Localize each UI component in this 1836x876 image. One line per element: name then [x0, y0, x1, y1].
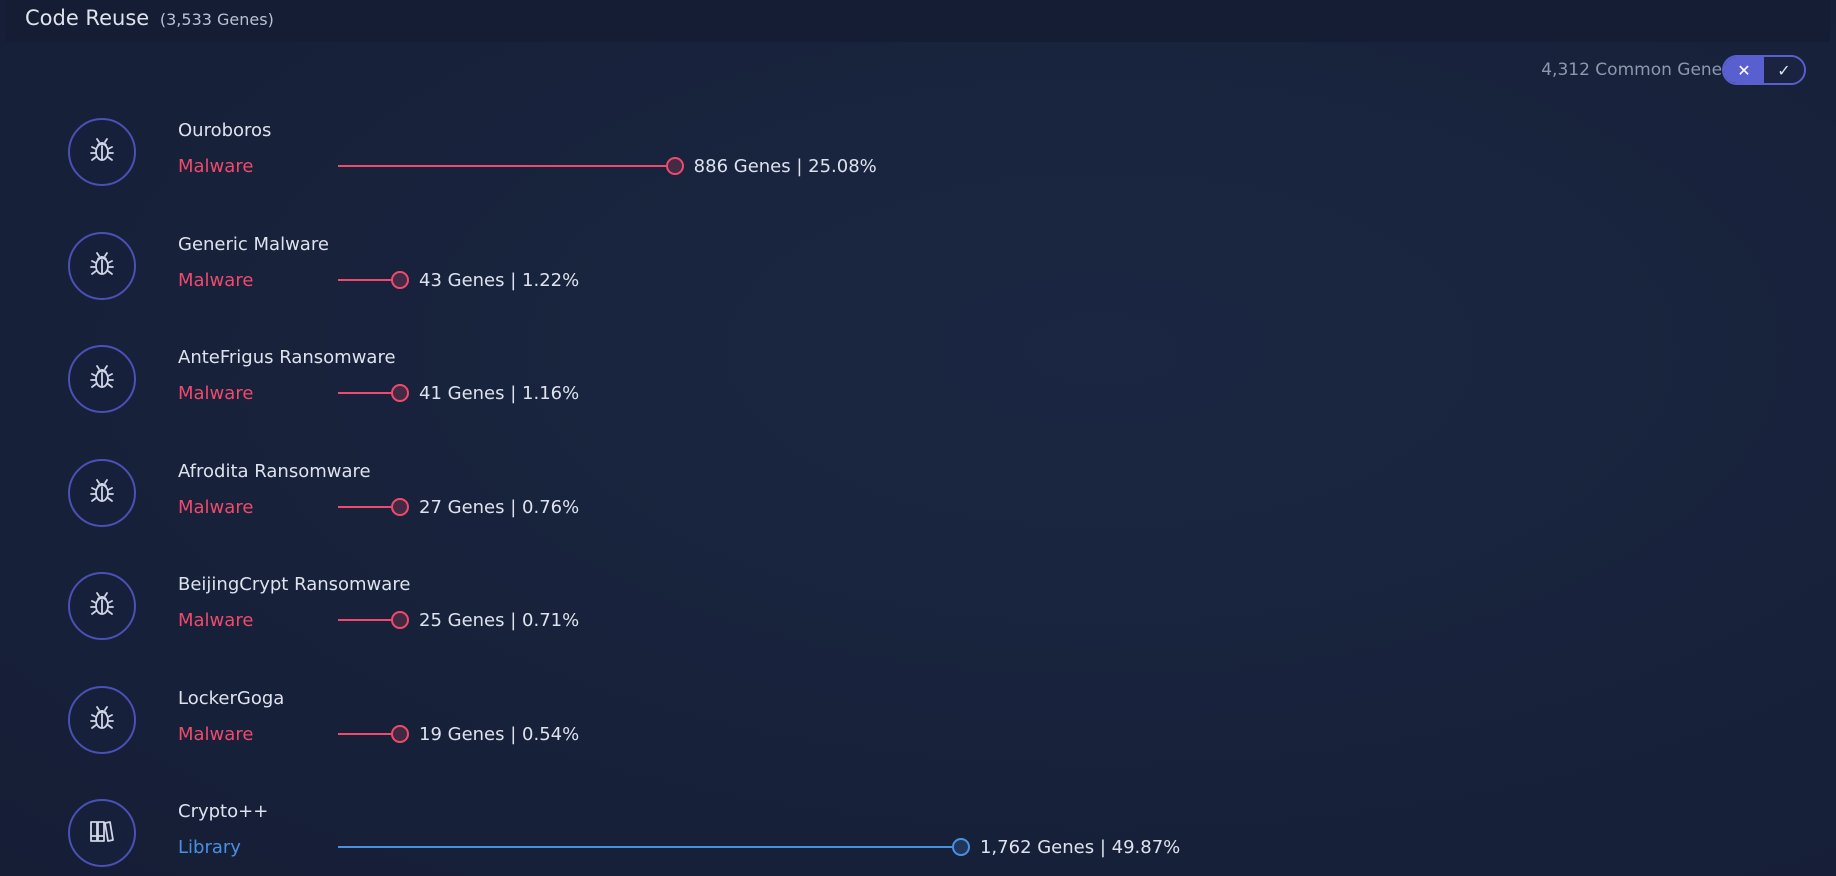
gene-stat: 1,762 Genes | 49.87% [979, 837, 1181, 858]
gene-share-knob [391, 611, 409, 629]
common-genes-label: 4,312 Common Genes [1541, 60, 1731, 80]
family-name[interactable]: AnteFrigus Ransomware [178, 347, 396, 368]
family-category: Malware [178, 269, 254, 291]
bug-icon [87, 476, 117, 510]
family-avatar [68, 799, 136, 867]
family-category: Malware [178, 383, 254, 404]
gene-share-line [338, 619, 393, 621]
gene-share-bar [338, 384, 1538, 412]
gene-stat: 19 Genes | 0.54% [419, 723, 580, 745]
family-name[interactable]: BeijingCrypt Ransomware [178, 574, 411, 595]
family-avatar [68, 231, 136, 300]
panel-title: Code Reuse (3,533 Genes) [25, 6, 274, 30]
family-category: Library [178, 837, 241, 858]
gene-row[interactable]: Crypto++ Library 1,762 Genes | 49.87% [0, 799, 1836, 876]
gene-share-bar [338, 724, 1538, 753]
check-icon: ✓ [1777, 60, 1791, 80]
gene-row[interactable]: BeijingCrypt Ransomware Malware 25 Genes |… [0, 572, 1836, 672]
family-category: Malware [178, 723, 254, 745]
gene-share-line [338, 165, 668, 167]
gene-share-bar [338, 270, 1538, 299]
gene-stat: 25 Genes | 0.71% [419, 610, 580, 631]
gene-share-knob [391, 384, 409, 402]
family-avatar [68, 345, 136, 413]
panel-title-text: Code Reuse [25, 6, 150, 30]
family-avatar [68, 458, 136, 527]
bug-icon [87, 249, 117, 283]
gene-stat: 886 Genes | 25.08% [693, 156, 877, 177]
gene-count: (3,533 Genes) [159, 10, 274, 29]
gene-share-bar [338, 611, 1538, 639]
gene-stat: 27 Genes | 0.76% [419, 496, 580, 518]
gene-share-line [338, 846, 954, 848]
bug-icon [87, 135, 117, 169]
toggle-include-option[interactable]: ✓ [1764, 57, 1804, 83]
gene-row[interactable]: LockerGoga Malware 19 Genes | 0.54% [0, 685, 1836, 786]
books-icon [87, 816, 117, 850]
bug-icon [87, 703, 117, 737]
gene-share-knob [391, 497, 409, 516]
family-name[interactable]: Afrodita Ransomware [178, 460, 371, 482]
toggle-exclude-option[interactable]: ✕ [1724, 57, 1764, 83]
family-category: Malware [178, 610, 254, 631]
panel-header: Code Reuse (3,533 Genes) [6, 0, 1830, 42]
family-name[interactable]: LockerGoga [178, 687, 285, 709]
gene-stat: 43 Genes | 1.22% [419, 269, 580, 291]
gene-row[interactable]: Generic Malware Malware 43 Genes | 1.22% [0, 231, 1836, 332]
common-genes-toggle[interactable]: ✕ ✓ [1722, 55, 1806, 85]
family-avatar [68, 685, 136, 754]
gene-stat: 41 Genes | 1.16% [419, 383, 580, 404]
family-name[interactable]: Crypto++ [178, 801, 269, 822]
family-category: Malware [178, 156, 254, 177]
gene-row[interactable]: Afrodita Ransomware Malware 27 Genes | 0.7… [0, 458, 1836, 559]
gene-share-line [338, 278, 393, 281]
gene-row[interactable]: AnteFrigus Ransomware Malware 41 Genes | 1… [0, 345, 1836, 445]
gene-share-bar [338, 838, 1538, 866]
family-avatar [68, 118, 136, 186]
family-category: Malware [178, 496, 254, 518]
gene-share-knob [951, 838, 970, 856]
bug-icon [87, 362, 117, 396]
gene-share-line [338, 505, 393, 508]
family-name[interactable]: Generic Malware [178, 233, 329, 255]
family-name[interactable]: Ouroboros [178, 120, 272, 141]
gene-row[interactable]: Ouroboros Malware 886 Genes | 25.08% [0, 118, 1836, 218]
gene-share-line [338, 392, 393, 394]
bug-icon [87, 589, 117, 623]
gene-share-line [338, 732, 393, 735]
gene-share-bar [338, 157, 1538, 185]
family-avatar [68, 572, 136, 640]
gene-share-knob [391, 270, 409, 289]
gene-share-knob [665, 157, 684, 175]
gene-share-knob [391, 724, 409, 743]
close-icon: ✕ [1737, 60, 1751, 80]
gene-share-bar [338, 497, 1538, 526]
